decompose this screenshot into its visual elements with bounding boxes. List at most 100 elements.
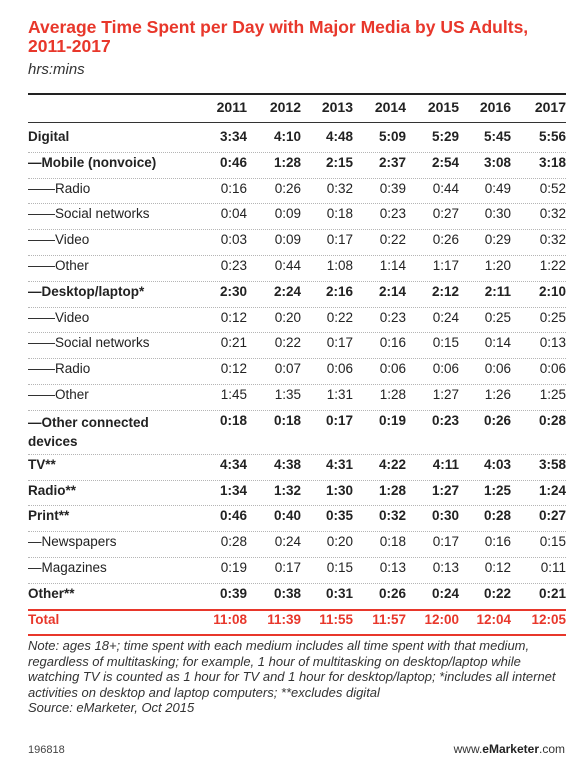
table-cell: 0:15 [326,560,353,575]
column-header-year: 2017 [534,99,566,115]
table-cell: 0:29 [484,232,511,248]
table-cell: 0:12 [220,361,247,377]
table-cell: 0:06 [379,361,406,377]
row-label: —Magazines [28,560,107,575]
table-cell: 11:39 [267,611,301,627]
table-cell: 0:21 [220,335,247,351]
row-label-text: ——Video [28,232,90,248]
table-bottom-rule [28,634,566,637]
table-cell: 0:46 [219,154,247,170]
row-label-text: —Mobile (nonvoice) [28,154,157,170]
table-cell: 0:17 [432,534,459,550]
table-cell: 4:34 [219,456,247,472]
row-label-text: Other** [28,585,75,601]
row-divider [28,332,566,334]
row-label: ——Social networks [28,335,150,350]
row-label: ——Other [28,387,89,402]
table-cell: 0:26 [432,232,459,248]
table-cell: 0:39 [379,180,406,196]
row-divider [28,582,566,584]
table-cell: 0:28 [220,534,247,550]
table-cell: 0:26 [274,180,301,196]
row-divider [28,306,566,308]
table-cell: 0:23 [379,309,406,325]
table-cell: 1:08 [326,258,353,273]
table-cell: 1:24 [538,482,566,498]
row-label-text: —Desktop/laptop* [28,283,145,299]
table-cell: 0:17 [326,232,353,248]
table-cell: 0:12 [484,560,511,575]
total-top-rule [28,608,566,611]
table-cell: 2:10 [538,283,566,299]
column-header-year: 2011 [216,99,247,115]
row-label-text: Total [28,611,60,627]
table-cell: 0:17 [325,412,353,428]
table-cell: 4:10 [273,129,301,144]
brand-prefix: www. [453,742,483,756]
row-divider [28,358,566,360]
row-label-text: —Other connected [28,414,149,430]
brand-suffix: .com [538,742,565,756]
table-cell: 0:22 [379,232,406,248]
chart-subtitle: hrs:mins [28,61,85,78]
table-cell: 0:23 [431,412,459,428]
row-label-text: ——Other [28,387,89,402]
table-cell: 0:27 [538,508,566,524]
table-cell: 0:32 [326,180,353,196]
row-label: —Newspapers [28,534,117,549]
table-cell: 1:35 [274,387,301,402]
table-cell: 0:38 [273,585,301,601]
row-label-text: —Newspapers [28,534,117,550]
table-cell: 0:17 [274,560,301,575]
table-cell: 2:37 [378,154,406,170]
table-cell: 0:18 [219,412,247,428]
row-label: ——Radio [28,181,90,196]
table-cell: 1:14 [379,258,406,273]
table-cell: 0:22 [274,335,301,351]
table-cell: 0:06 [326,361,353,377]
table-cell: 0:06 [484,361,511,377]
table-cell: 0:16 [484,534,511,550]
table-cell: 11:08 [213,611,247,627]
table-cell: 0:35 [325,508,353,524]
row-label: Other** [28,586,75,601]
table-cell: 0:32 [378,508,406,524]
table-row: ——Other 1:45 1:35 1:31 1:28 1:27 1:26 1:25 [28,387,566,413]
table-cell: 2:24 [273,283,301,299]
row-label-text: ——Radio [28,180,91,196]
table-cell: 0:49 [484,180,511,196]
column-header-year: 2012 [269,99,301,115]
column-header-year: 2016 [479,99,511,115]
table-cell: 1:30 [325,482,353,498]
table-cell: 0:21 [538,585,566,601]
table-cell: 0:03 [220,232,247,248]
table-row: ——Video 0:03 0:09 0:17 0:22 0:26 0:29 0:32 [28,232,566,258]
table-row: ——Social networks 0:04 0:09 0:18 0:23 0:27 0:3… [28,206,566,232]
table-cell: 3:58 [538,456,566,472]
header-bottom-rule [28,122,566,123]
row-label-text: Print** [28,508,70,524]
table-cell: 0:09 [274,232,301,248]
brand-logo[interactable]: www.eMarketer.com [454,742,565,756]
table-cell: 1:45 [220,387,247,402]
table-cell: 5:56 [538,129,566,144]
row-label: —Other connected devices [28,413,149,451]
table-cell: 1:25 [483,482,511,498]
row-label: Digital [28,129,69,144]
table-cell: 0:15 [432,335,459,351]
table-cell: 1:28 [273,154,301,170]
table-cell: 0:09 [274,206,301,222]
table-cell: 11:55 [319,611,353,627]
table-cell: 0:16 [220,180,247,196]
table-row: Digital 3:34 4:10 4:48 5:09 5:29 5:45 5:56 [28,129,566,155]
row-divider [28,177,566,179]
table-cell: 0:24 [431,585,459,601]
header-top-rule [28,93,566,95]
table-cell: 0:22 [483,585,511,601]
table-cell: 0:44 [274,258,301,273]
table-cell: 0:46 [219,508,247,524]
table-cell: 0:17 [326,335,353,351]
row-label-text-continued: devices [28,433,78,449]
table-cell: 0:12 [220,309,247,325]
